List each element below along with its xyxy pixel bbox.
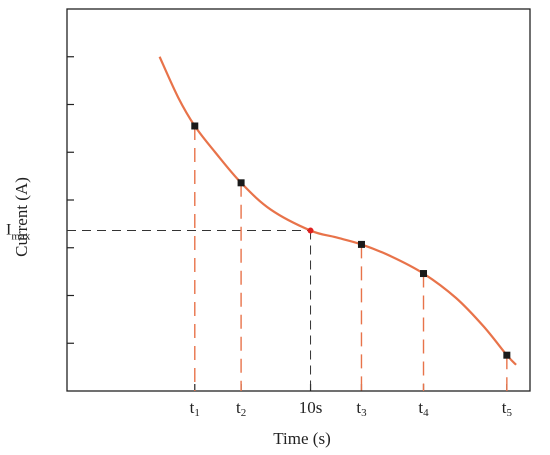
x-tick-label-base: t [418, 398, 423, 417]
current-curve [158, 56, 517, 366]
data-point-3 [307, 227, 314, 234]
data-point-4 [357, 240, 365, 248]
x-tick-label-sub: 2 [241, 407, 247, 419]
x-tick-label-t3: t3 [356, 398, 367, 419]
x-tick-label-base: t [190, 398, 195, 417]
points-group [191, 122, 511, 359]
curve-group [158, 56, 517, 366]
data-point-5 [420, 270, 428, 278]
x-tick-label-base: 10s [299, 398, 323, 417]
x-axis-title: Time (s) [273, 429, 330, 448]
x-tick-label-10s: 10s [299, 398, 323, 417]
x-tick-label-sub: 1 [194, 407, 200, 419]
x-tick-label-base: t [502, 398, 507, 417]
x-tick-label-base: t [236, 398, 241, 417]
x-tick-label-base: t [356, 398, 361, 417]
plot-frame [66, 8, 531, 392]
plot-frame-group [66, 8, 531, 392]
data-point-2 [237, 179, 245, 187]
guides-group [67, 125, 508, 391]
imax-label-sub: max [11, 231, 30, 243]
data-point-1 [191, 122, 199, 130]
x-tick-label-t5: t5 [502, 398, 513, 419]
x-tick-label-t4: t4 [418, 398, 429, 419]
data-point-6 [503, 351, 511, 359]
x-tick-label-t2: t2 [236, 398, 246, 419]
imax-label: Imax [6, 222, 31, 243]
x-tick-label-sub: 4 [423, 407, 429, 419]
x-tick-label-sub: 3 [361, 407, 367, 419]
y-axis-title: Current (A) [12, 177, 31, 257]
x-tick-label-t1: t1 [190, 398, 200, 419]
imax-label-base: I [6, 222, 11, 239]
x-tick-label-sub: 5 [506, 407, 512, 419]
